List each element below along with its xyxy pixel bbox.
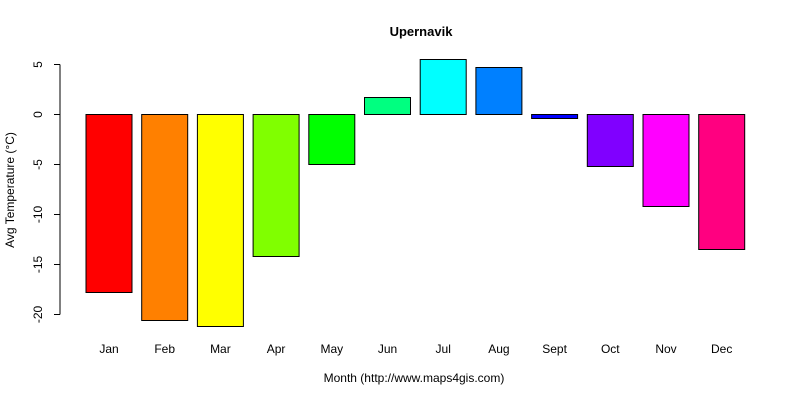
x-category-labels: Jan Feb Mar Apr May Jun Jul Aug Sept Oct Nov Dec xyxy=(99,342,732,356)
y-axis: 5 0 -5 -10 -15 -20 xyxy=(31,61,61,324)
x-tick-label: Sept xyxy=(542,342,567,356)
bar-jan xyxy=(85,114,133,293)
x-axis-label: Month (http://www.maps4gis.com) xyxy=(324,371,505,385)
x-tick-label: Aug xyxy=(488,342,509,356)
bar-jun xyxy=(364,97,411,115)
x-tick-label: Jan xyxy=(99,342,118,356)
x-tick-label: Oct xyxy=(601,342,620,356)
x-tick-label: May xyxy=(320,342,343,356)
y-tick-label: 0 xyxy=(31,111,45,118)
bar-apr xyxy=(252,114,300,257)
x-tick-label: Dec xyxy=(711,342,732,356)
y-tick-label: -5 xyxy=(31,159,45,170)
x-tick-label: Feb xyxy=(154,342,175,356)
y-axis-label: Avg Temperature (°C) xyxy=(3,132,17,248)
y-tick-label: -10 xyxy=(31,206,45,224)
y-tick-label: 5 xyxy=(31,61,45,68)
bar-jul xyxy=(419,59,467,115)
y-tick-label: -20 xyxy=(31,306,45,324)
bar-dec xyxy=(698,114,746,250)
x-tick-label: Apr xyxy=(267,342,286,356)
bars-group xyxy=(85,59,746,327)
x-tick-label: Jul xyxy=(436,342,451,356)
bar-oct xyxy=(586,114,634,167)
bar-mar xyxy=(196,114,244,327)
bar-aug xyxy=(475,67,523,115)
x-tick-label: Jun xyxy=(378,342,397,356)
bar-may xyxy=(308,114,356,165)
chart-title: Upernavik xyxy=(390,24,454,39)
y-tick-label: -15 xyxy=(31,256,45,274)
x-tick-label: Mar xyxy=(210,342,231,356)
bar-feb xyxy=(141,114,189,321)
x-tick-label: Nov xyxy=(655,342,676,356)
bar-nov xyxy=(642,114,690,207)
bar-sept xyxy=(531,114,579,119)
